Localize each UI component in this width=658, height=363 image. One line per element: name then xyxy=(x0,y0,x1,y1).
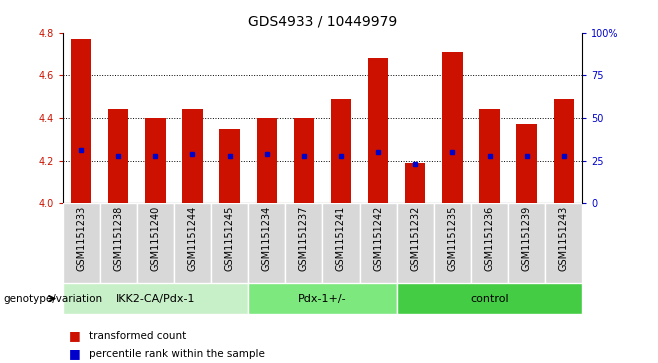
Text: GSM1151238: GSM1151238 xyxy=(113,206,123,271)
Text: GSM1151241: GSM1151241 xyxy=(336,206,346,271)
Bar xyxy=(293,118,314,203)
Text: ■: ■ xyxy=(69,329,81,342)
Bar xyxy=(508,203,545,283)
Bar xyxy=(248,283,397,314)
Text: GSM1151237: GSM1151237 xyxy=(299,206,309,271)
Bar xyxy=(397,203,434,283)
Text: Pdx-1+/-: Pdx-1+/- xyxy=(298,294,347,303)
Text: GSM1151240: GSM1151240 xyxy=(150,206,161,271)
Bar xyxy=(368,58,388,203)
Bar xyxy=(442,52,463,203)
Bar xyxy=(211,203,248,283)
Text: GSM1151245: GSM1151245 xyxy=(224,206,235,271)
Text: GSM1151239: GSM1151239 xyxy=(522,206,532,271)
Text: GSM1151234: GSM1151234 xyxy=(262,206,272,271)
Text: GSM1151243: GSM1151243 xyxy=(559,206,569,271)
Bar xyxy=(471,203,508,283)
Text: percentile rank within the sample: percentile rank within the sample xyxy=(89,349,265,359)
Text: GSM1151232: GSM1151232 xyxy=(410,206,420,271)
Text: GSM1151236: GSM1151236 xyxy=(484,206,495,271)
Bar xyxy=(174,203,211,283)
Bar xyxy=(145,118,166,203)
Bar xyxy=(434,203,471,283)
Text: GSM1151233: GSM1151233 xyxy=(76,206,86,271)
Bar xyxy=(405,163,426,203)
Bar xyxy=(137,203,174,283)
Bar xyxy=(219,129,240,203)
Bar xyxy=(248,203,286,283)
Bar xyxy=(397,283,582,314)
Text: GSM1151244: GSM1151244 xyxy=(188,206,197,271)
Bar xyxy=(545,203,582,283)
Title: GDS4933 / 10449979: GDS4933 / 10449979 xyxy=(248,15,397,29)
Bar xyxy=(331,99,351,203)
Bar xyxy=(479,109,499,203)
Bar xyxy=(553,99,574,203)
Bar xyxy=(63,283,248,314)
Text: GSM1151235: GSM1151235 xyxy=(447,206,457,271)
Bar xyxy=(257,118,277,203)
Bar xyxy=(182,109,203,203)
Bar xyxy=(286,203,322,283)
Text: GSM1151242: GSM1151242 xyxy=(373,206,383,271)
Text: ■: ■ xyxy=(69,347,81,360)
Text: genotype/variation: genotype/variation xyxy=(3,294,103,303)
Bar xyxy=(322,203,359,283)
Text: IKK2-CA/Pdx-1: IKK2-CA/Pdx-1 xyxy=(116,294,195,303)
Bar xyxy=(108,109,128,203)
Text: transformed count: transformed count xyxy=(89,331,186,341)
Bar xyxy=(359,203,397,283)
Bar xyxy=(517,125,537,203)
Bar xyxy=(99,203,137,283)
Bar xyxy=(63,203,99,283)
Text: control: control xyxy=(470,294,509,303)
Bar xyxy=(71,39,91,203)
